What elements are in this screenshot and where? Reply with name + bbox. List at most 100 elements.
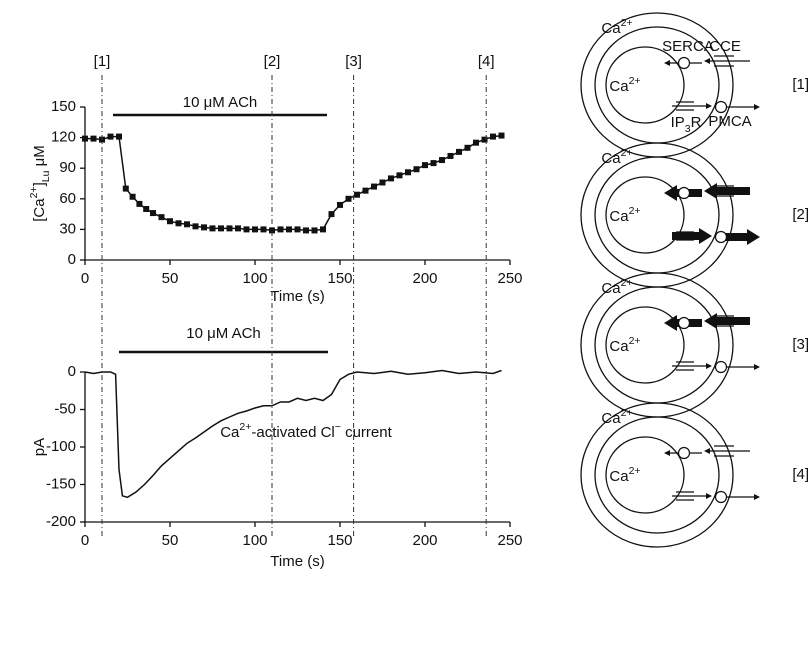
data-point (175, 220, 182, 227)
er-ion-part: 2+ (629, 205, 641, 217)
pmca-pump (714, 360, 728, 374)
er-membrane (605, 176, 685, 254)
er-ion-part: Ca (609, 208, 629, 225)
x-tick-label: 100 (242, 270, 267, 287)
y-axis-label-part: μM (31, 145, 48, 170)
cytosol-ion-part: Ca (601, 410, 621, 427)
data-point (201, 224, 207, 231)
flux-arrow (716, 229, 760, 245)
y-tick-label: 150 (51, 98, 76, 115)
y-tick-label: 0 (68, 363, 76, 380)
data-point (498, 132, 505, 139)
data-point (337, 201, 343, 208)
data-point (490, 133, 496, 140)
data-point (303, 227, 309, 234)
y-tick-label: 60 (59, 190, 76, 207)
serca-pump (677, 56, 691, 70)
flux-arrow-head (754, 364, 760, 370)
data-point (107, 133, 114, 140)
stimulus-label: 10 μM ACh (183, 94, 258, 111)
x-tick-label: 250 (497, 532, 522, 549)
data-point (252, 226, 258, 233)
data-point (328, 211, 335, 218)
serca-pump (677, 446, 691, 460)
y-tick-label: 0 (68, 251, 76, 268)
y-axis-label: [Ca2+]Lu μM (28, 145, 52, 222)
data-point (473, 139, 479, 146)
er-ion-part: Ca (609, 468, 629, 485)
stimulus-label: 10 μM ACh (186, 325, 261, 342)
data-point (209, 225, 216, 232)
er-ion-part: 2+ (629, 465, 641, 477)
x-tick-label: 200 (412, 532, 437, 549)
data-point (354, 191, 360, 198)
flux-arrow-head (706, 103, 712, 109)
ip3r-label: IP3R (671, 114, 702, 135)
serca-pump (677, 186, 691, 200)
y-axis-label-part: 2+ (28, 186, 40, 198)
cytosol-ion: Ca2+ (601, 147, 632, 167)
x-tick-label: 100 (242, 532, 267, 549)
y-axis-label-part: [Ca (31, 198, 48, 222)
time-marker-label: [2] (264, 53, 281, 70)
data-point (413, 166, 420, 173)
data-point (136, 200, 143, 207)
data-point (167, 218, 173, 225)
data-point (277, 226, 284, 233)
cytosol-ion-part: 2+ (621, 147, 633, 159)
data-point (122, 185, 129, 192)
flux-arrow (672, 228, 712, 244)
data-point (396, 172, 403, 179)
x-tick-label: 200 (412, 270, 437, 287)
data-point (269, 227, 275, 234)
data-point (311, 227, 318, 234)
data-point (464, 144, 471, 151)
data-line (85, 134, 502, 232)
data-point (481, 136, 488, 143)
trace-label-part: -activated Cl (251, 424, 334, 441)
pmca-pump (714, 100, 728, 114)
flux-arrow-head (704, 448, 710, 454)
time-marker-label: [4] (478, 53, 495, 70)
pmca-pump (714, 490, 728, 504)
er-ion-part: Ca (609, 78, 629, 95)
er-membrane (605, 306, 685, 384)
er-membrane (605, 436, 685, 514)
time-marker-label: [3] (345, 53, 362, 70)
panel-label: [4] (792, 466, 809, 483)
data-point (405, 169, 411, 176)
data-point (345, 195, 352, 202)
data-point (158, 214, 165, 221)
data-point (430, 160, 437, 167)
data-point (129, 193, 136, 200)
data-point (218, 225, 224, 232)
y-tick-label: 30 (59, 220, 76, 237)
data-point (116, 133, 122, 140)
data-point (447, 152, 454, 159)
ip3r-label-part: R (691, 114, 702, 131)
data-point (192, 223, 199, 230)
y-axis-label: pA (31, 438, 48, 456)
er-ion: Ca2+ (609, 205, 640, 225)
cce-label: CCE (709, 38, 741, 55)
cytosol-ion-part: Ca (601, 20, 621, 37)
trace-label-part: − (335, 421, 341, 433)
x-tick-label: 50 (162, 270, 179, 287)
x-tick-label: 50 (162, 532, 179, 549)
data-point (243, 226, 250, 233)
er-ion: Ca2+ (609, 465, 640, 485)
y-tick-label: -150 (46, 475, 76, 492)
flux-arrow-head (704, 58, 710, 64)
cytosol-ion: Ca2+ (601, 407, 632, 427)
data-point (184, 221, 190, 228)
data-point (362, 187, 369, 194)
data-point (379, 179, 386, 186)
x-axis-label: Time (s) (270, 288, 324, 305)
x-tick-label: 250 (497, 270, 522, 287)
y-tick-label: -100 (46, 438, 76, 455)
data-point (143, 206, 150, 212)
trace-label-part: 2+ (239, 421, 251, 433)
data-point (422, 162, 428, 169)
data-point (226, 225, 233, 232)
